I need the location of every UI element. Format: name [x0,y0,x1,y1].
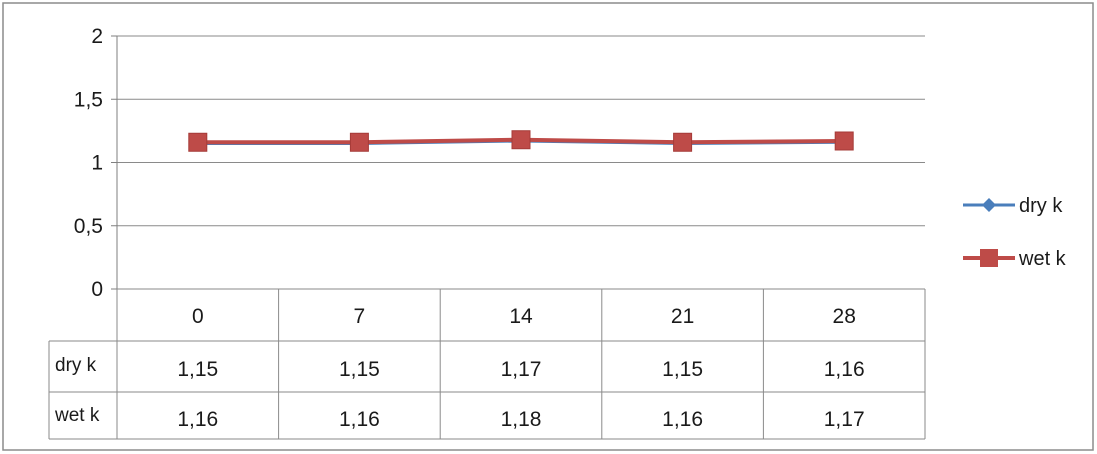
x-tick-label: 21 [671,305,694,328]
data-point [349,132,369,152]
table-cell: 1,18 [501,408,542,431]
y-tick-label: 0 [91,278,103,301]
legend-marker [980,249,998,267]
gridlines [111,35,925,290]
data-point [673,132,693,152]
legend: dry k wet k [963,195,1067,270]
x-tick-label: 0 [192,305,204,328]
y-tick-label: 0,5 [74,215,103,238]
y-tick-label: 2 [91,25,103,48]
legend-label: dry k [1019,195,1063,217]
data-point [188,132,208,152]
x-tick-label: 14 [509,305,533,328]
legend-label: wet k [1018,248,1067,270]
y-tick-label: 1,5 [74,88,103,111]
table-cell: 1,15 [339,358,380,381]
x-tick-label: 28 [833,305,856,328]
table-cell: 1,16 [177,408,218,431]
data-point [511,130,531,150]
table-cell: 1,16 [824,358,865,381]
table-row-header: dry k [55,355,97,376]
y-axis-ticks: 0 0,5 1 1,5 2 [74,25,103,301]
x-tick-label: 7 [354,305,366,328]
table-row-header: wet k [54,405,100,426]
table-cell: 1,16 [339,408,380,431]
table-cell: 1,15 [662,358,703,381]
table-cell: 1,17 [501,358,542,381]
data-table: 0 7 14 21 28 dry k 1,15 1,15 1,17 1,15 1,16 wet k 1,… [48,288,926,440]
table-cell: 1,16 [662,408,703,431]
table-cell: 1,17 [824,408,865,431]
table-cell: 1,15 [177,358,218,381]
legend-marker [982,198,996,212]
y-tick-label: 1 [91,152,103,175]
series-layer [188,130,854,152]
data-point [834,131,854,151]
